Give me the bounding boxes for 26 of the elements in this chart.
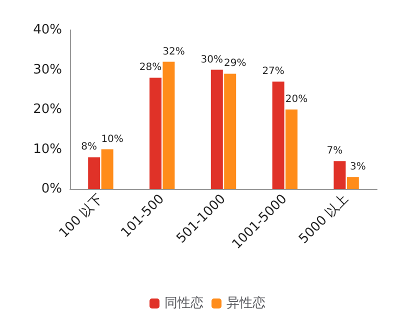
y-tick-label: 30%	[33, 62, 62, 78]
y-tick-label: 20%	[33, 102, 62, 117]
y-tick-label: 40%	[33, 22, 62, 38]
bar	[286, 110, 298, 189]
data-label: 8%	[81, 142, 98, 153]
bar	[210, 70, 223, 189]
bar	[272, 82, 284, 189]
legend-label: 异性恋	[226, 295, 266, 311]
data-label: 27%	[262, 66, 284, 78]
data-label: 3%	[350, 162, 366, 173]
legend-label: 同性恋	[164, 295, 204, 311]
bar	[334, 161, 346, 189]
data-label: 30%	[200, 54, 224, 66]
data-label: 20%	[285, 94, 308, 105]
bar	[150, 78, 162, 189]
data-label: 32%	[162, 46, 185, 58]
data-label: 29%	[224, 58, 246, 70]
bar	[101, 149, 114, 189]
data-label: 10%	[101, 134, 124, 145]
data-label: 7%	[326, 146, 343, 157]
y-tick-label: 10%	[33, 142, 62, 157]
data-label: 28%	[139, 62, 162, 74]
bar	[162, 62, 175, 189]
bar	[224, 74, 236, 189]
bar	[346, 177, 359, 189]
bar	[88, 157, 100, 189]
